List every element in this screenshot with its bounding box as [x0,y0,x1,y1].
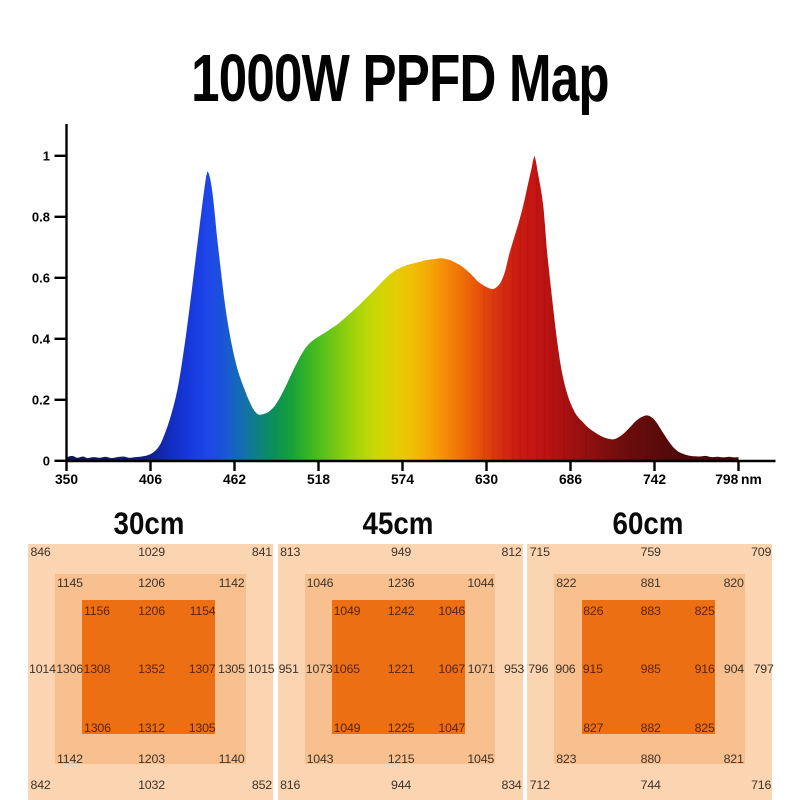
svg-text:0.6: 0.6 [32,270,50,285]
svg-text:1: 1 [43,148,50,163]
svg-text:0.2: 0.2 [32,392,50,407]
svg-text:742: 742 [643,472,666,487]
svg-text:798 nm: 798 nm [715,472,761,487]
svg-text:350: 350 [55,472,78,487]
svg-text:630: 630 [475,472,498,487]
svg-text:0.8: 0.8 [32,209,50,224]
svg-text:406: 406 [139,472,162,487]
svg-text:518: 518 [307,472,330,487]
svg-text:0.4: 0.4 [32,331,51,346]
svg-text:462: 462 [223,472,246,487]
svg-text:686: 686 [559,472,582,487]
svg-text:0: 0 [43,453,50,468]
svg-text:574: 574 [391,472,414,487]
